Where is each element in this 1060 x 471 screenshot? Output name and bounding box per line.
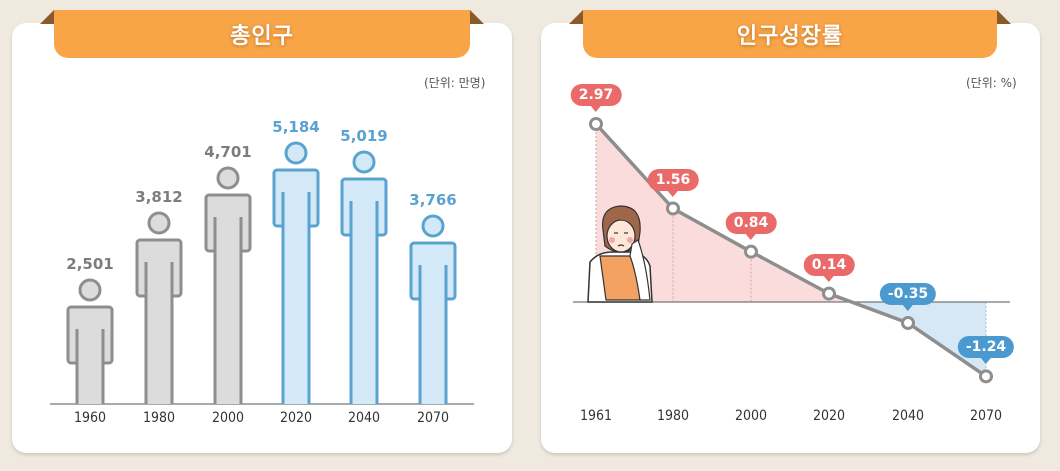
ribbon-fold-left [569, 10, 583, 24]
growth-value-bubble-2020: 0.14 [803, 253, 855, 282]
x-axis-label-2040: 2040 [891, 408, 925, 424]
population-value-2040: 5,019 [340, 127, 388, 145]
person-bar-2070 [409, 214, 457, 404]
x-axis-label-2000: 2000 [211, 410, 245, 426]
ribbon-fold-right [470, 10, 484, 24]
data-point-2020 [822, 286, 836, 301]
growth-value-bubble-2040: -0.35 [879, 282, 937, 311]
x-axis-label-2070: 2070 [416, 410, 450, 426]
data-point-2040 [901, 315, 915, 330]
x-axis-label-2070: 2070 [969, 408, 1003, 424]
positive-area [596, 124, 852, 302]
negative-area [851, 302, 986, 377]
person-bar-2000 [204, 166, 252, 404]
x-axis-label-2040: 2040 [347, 410, 381, 426]
growth-value-bubble-1980: 1.56 [647, 168, 699, 197]
data-point-1980 [666, 201, 680, 216]
x-axis-label-2020: 2020 [812, 408, 846, 424]
person-bar-2020 [272, 141, 320, 404]
x-axis-label-1980: 1980 [142, 410, 176, 426]
population-value-1960: 2,501 [66, 255, 114, 273]
x-axis-label-1980: 1980 [656, 408, 690, 424]
person-bar-2040 [340, 150, 388, 404]
x-axis-label-1960: 1960 [73, 410, 107, 426]
growth-rate-unit: (단위: %) [966, 76, 1017, 90]
total-population-title: 총인구 [54, 10, 470, 58]
growth-value-bubble-1961: 2.97 [570, 84, 622, 112]
data-point-2070 [979, 369, 993, 384]
total-population-unit: (단위: 만명) [424, 76, 486, 90]
x-axis-label-2000: 2000 [734, 408, 768, 424]
population-value-2000: 4,701 [204, 143, 252, 161]
growth-rate-title: 인구성장률 [583, 10, 997, 58]
population-value-2020: 5,184 [272, 118, 320, 136]
ribbon-fold-left [40, 10, 54, 24]
ribbon-fold-right [997, 10, 1011, 24]
data-point-1961 [589, 117, 603, 131]
worried-woman-illustration [587, 205, 653, 303]
population-value-2070: 3,766 [409, 191, 457, 209]
growth-value-bubble-2000: 0.84 [725, 211, 777, 240]
x-axis-label-1961: 1961 [579, 408, 613, 424]
growth-value-bubble-2070: -1.24 [957, 336, 1015, 365]
population-value-1980: 3,812 [135, 188, 183, 206]
person-bar-1960 [66, 278, 114, 404]
person-bar-1980 [135, 211, 183, 404]
x-axis-label-2020: 2020 [279, 410, 313, 426]
data-point-2000 [744, 244, 758, 259]
growth-rate-line [594, 122, 987, 378]
